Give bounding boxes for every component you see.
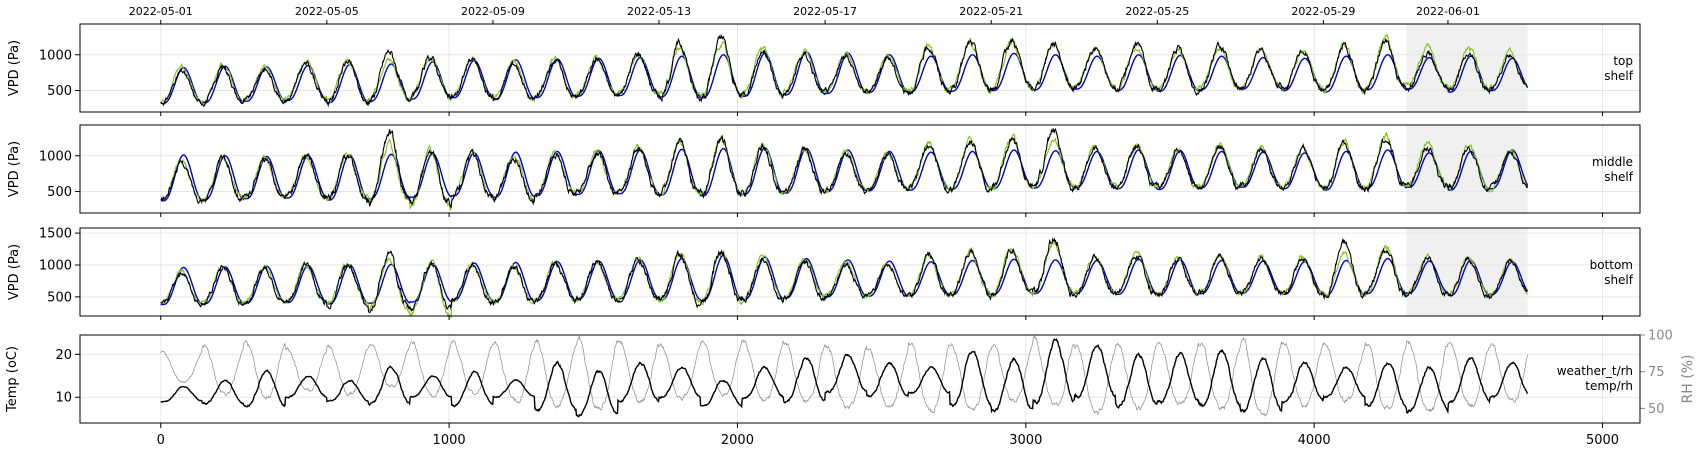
- y-axis-label: VPD (Pa): [7, 244, 22, 300]
- panel-label-line1: bottom: [1590, 258, 1633, 272]
- series-line-blue: [160, 51, 1529, 105]
- date-tick-label: 2022-05-01: [129, 5, 193, 18]
- y-tick-label: 1000: [39, 149, 72, 164]
- rh-line: [160, 335, 1528, 418]
- panel-frame: [79, 23, 1641, 113]
- date-tick-label: 2022-05-29: [1291, 5, 1355, 18]
- panel-label-line2: shelf: [1604, 273, 1634, 287]
- rh-tick-label: 75: [1648, 365, 1665, 380]
- panel-frame: [79, 124, 1641, 214]
- y-tick-label: 1500: [39, 227, 72, 242]
- y-tick-label: 500: [47, 185, 72, 200]
- series-line-black: [160, 127, 1529, 208]
- series-line-black: [160, 33, 1528, 108]
- rh-tick-label: 50: [1648, 402, 1665, 417]
- grid-layer: [80, 24, 1640, 423]
- y-axis-label: Temp (oC): [5, 346, 20, 413]
- frame-layer: [75, 20, 1645, 428]
- series-line-blue: [160, 254, 1529, 306]
- temp-line: [160, 337, 1529, 418]
- date-tick-label: 2022-05-21: [959, 5, 1023, 18]
- series-line-green: [160, 33, 1529, 105]
- series-line-green: [160, 239, 1528, 320]
- x-tick-label: 1000: [433, 433, 466, 448]
- rh-axis-label: RH (%): [1680, 355, 1696, 404]
- y-tick-label: 20: [55, 348, 72, 363]
- date-tick-label: 2022-05-05: [295, 5, 359, 18]
- y-tick-label: 10: [55, 391, 72, 406]
- panel-frame: [79, 334, 1641, 424]
- date-tick-label: 2022-05-17: [793, 5, 857, 18]
- y-axis-label: VPD (Pa): [7, 40, 22, 96]
- y-tick-label: 1000: [39, 48, 72, 63]
- shaded-forecast-region: [1406, 228, 1528, 316]
- date-tick-label: 2022-05-09: [461, 5, 525, 18]
- y-tick-label: 1000: [39, 258, 72, 273]
- date-tick-label: 2022-05-25: [1125, 5, 1189, 18]
- panel-label-line2: shelf: [1604, 170, 1634, 184]
- y-axis-label: VPD (Pa): [7, 141, 22, 197]
- panel-label-line2: shelf: [1604, 69, 1634, 83]
- panel-label-line1: weather_t/rh: [1557, 364, 1633, 378]
- background-layer: [1406, 24, 1528, 316]
- date-tick-label: 2022-06-01: [1416, 5, 1480, 18]
- y-tick-label: 500: [47, 84, 72, 99]
- series-line-black: [160, 237, 1528, 314]
- rh-tick-label: 100: [1648, 329, 1673, 344]
- date-tick-label: 2022-05-13: [627, 5, 691, 18]
- series-layer: [160, 33, 1529, 418]
- panel-label-line2: temp/rh: [1585, 379, 1633, 393]
- x-tick-label: 3000: [1009, 433, 1042, 448]
- x-tick-label: 0: [157, 433, 165, 448]
- y-tick-label: 500: [47, 290, 72, 305]
- panel-label-line1: top: [1613, 54, 1633, 68]
- shaded-forecast-region: [1406, 125, 1528, 213]
- shaded-forecast-region: [1406, 24, 1528, 112]
- x-tick-label: 5000: [1586, 433, 1619, 448]
- x-tick-label: 2000: [721, 433, 754, 448]
- panel-frame: [79, 227, 1641, 317]
- x-tick-label: 4000: [1298, 433, 1331, 448]
- panel-label-line1: middle: [1592, 155, 1633, 169]
